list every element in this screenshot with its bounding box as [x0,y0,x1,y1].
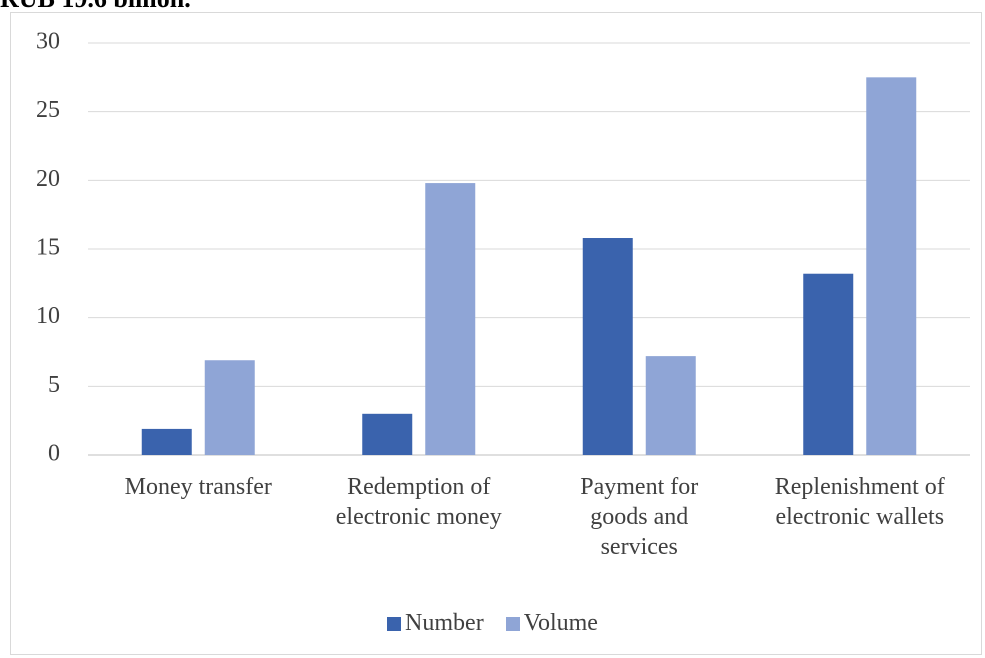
y-tick-label: 30 [36,29,60,55]
x-tick-label: Replenishment of electronic wallets [774,474,945,530]
bar [362,413,413,455]
chart-frame [10,12,982,655]
bar [204,360,255,455]
y-tick-label: 15 [36,235,60,261]
legend-item: Volume [505,610,598,637]
legend-swatch [505,616,520,631]
y-tick-label: 10 [36,303,60,329]
y-tick-label: 20 [36,166,60,192]
legend-label: Number [405,610,484,636]
bar [582,238,633,455]
bar [425,183,476,455]
y-tick-label: 25 [36,97,60,123]
bar [645,356,696,455]
y-tick-label: 0 [48,441,60,467]
legend-swatch [387,616,402,631]
x-tick-label: Money transfer [124,474,272,500]
legend-label: Volume [523,610,598,636]
bar [866,77,917,455]
x-tick-label: Redemption of electronic money [335,474,502,530]
bar [803,273,854,455]
legend-item: Number [387,610,484,637]
header-text: RUB 19.6 billion. [0,0,191,14]
bar [141,428,192,455]
legend: Number Volume [0,610,985,637]
y-tick-label: 5 [48,372,60,398]
x-tick-label: Payment for goods and services [580,474,699,560]
